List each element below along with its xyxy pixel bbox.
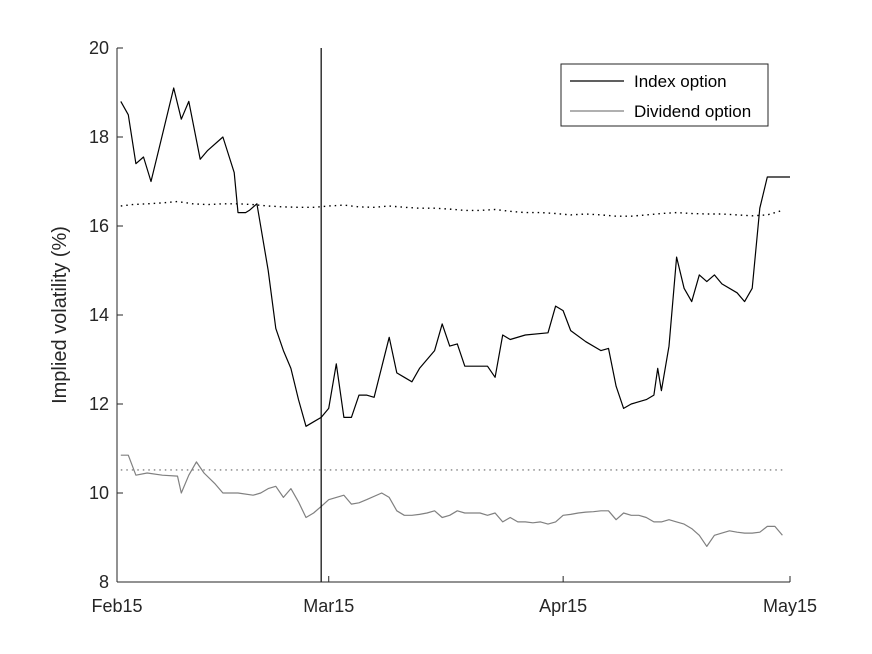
- series-line-0: [120, 87, 790, 427]
- series-line-2: [120, 454, 783, 548]
- legend-label-index-option: Index option: [634, 72, 727, 91]
- y-tick-label: 12: [89, 394, 109, 414]
- legend: Index option Dividend option: [560, 63, 769, 127]
- y-tick-label: 18: [89, 127, 109, 147]
- legend-box: [560, 63, 769, 127]
- x-tick-group: Feb15 Mar15 Apr15 May15: [91, 576, 817, 616]
- y-tick-label: 10: [89, 483, 109, 503]
- y-tick-label: 20: [89, 38, 109, 58]
- x-tick-label: Feb15: [91, 596, 142, 616]
- y-tick-label: 16: [89, 216, 109, 236]
- y-tick-label: 14: [89, 305, 109, 325]
- y-tick-group: 8 10 12 14 16 18 20: [89, 38, 123, 592]
- series-layer: [120, 87, 790, 548]
- x-tick-label: Mar15: [303, 596, 354, 616]
- legend-label-dividend-option: Dividend option: [634, 102, 751, 121]
- y-axis-title: Implied volatility (%): [49, 226, 71, 404]
- y-tick-label: 8: [99, 572, 109, 592]
- x-tick-label: Apr15: [539, 596, 587, 616]
- x-tick-label: May15: [763, 596, 817, 616]
